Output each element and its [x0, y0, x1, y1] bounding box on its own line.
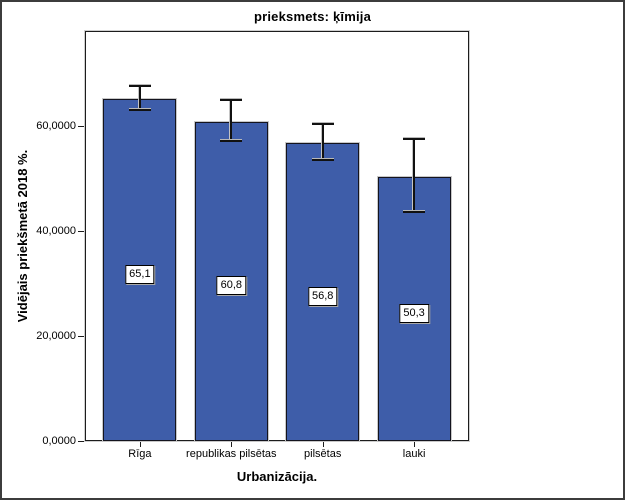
- y-tick-mark: [78, 336, 85, 337]
- y-tick-label: 20,0000: [36, 330, 76, 342]
- x-tick-mark: [414, 442, 416, 447]
- x-axis-title: Urbanizācija.: [236, 469, 318, 484]
- x-tick-mark: [322, 442, 324, 447]
- chart-title: prieksmets: ķīmija: [253, 9, 372, 24]
- error-bar-whisker: [230, 99, 233, 141]
- x-tick-mark: [231, 442, 233, 447]
- bar-value-label: 56,8: [307, 286, 338, 306]
- error-bar-cap-bottom: [128, 108, 151, 112]
- error-bar-whisker: [321, 123, 324, 160]
- error-bar-cap-top: [220, 97, 243, 101]
- y-tick-label: 40,0000: [36, 225, 76, 237]
- error-bar-cap-top: [311, 121, 334, 125]
- y-tick-label: 60,0000: [36, 120, 76, 132]
- bar-value-label: 60,8: [216, 276, 247, 296]
- category-label: pilsētas: [304, 448, 342, 460]
- category-label: lauki: [402, 448, 426, 460]
- x-tick-mark: [139, 442, 141, 447]
- error-bar-cap-bottom: [403, 210, 426, 214]
- error-bar-cap-bottom: [311, 158, 334, 162]
- y-tick-mark: [78, 126, 85, 127]
- category-label: republikas pilsētas: [186, 448, 277, 460]
- y-tick-label: 0,0000: [42, 435, 76, 447]
- category-label: Rīga: [128, 448, 152, 460]
- error-bar-whisker: [413, 139, 416, 212]
- y-tick-mark: [78, 441, 85, 442]
- error-bar-cap-top: [403, 137, 426, 141]
- error-bar-cap-bottom: [220, 139, 243, 143]
- bar-value-label: 50,3: [399, 303, 429, 323]
- y-tick-mark: [78, 231, 85, 232]
- bar-value-label: 65,1: [125, 265, 155, 285]
- error-bar-whisker: [138, 86, 141, 110]
- error-bar-cap-top: [128, 84, 151, 88]
